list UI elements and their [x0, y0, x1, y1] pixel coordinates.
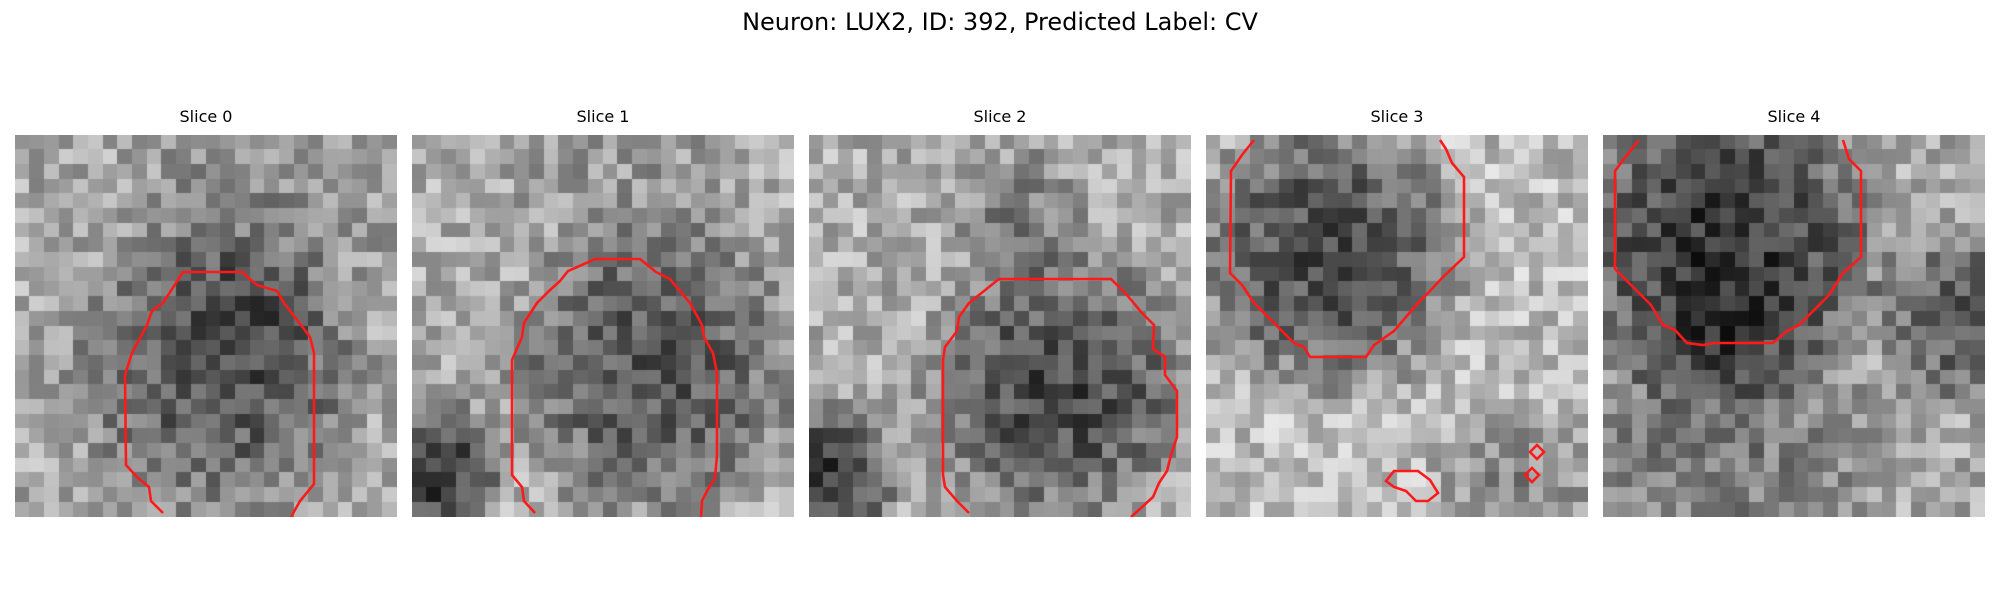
slice-panel-0: Slice 0 [15, 107, 397, 527]
slice-panel-3: Slice 3 [1206, 107, 1588, 527]
figure-title: Neuron: LUX2, ID: 392, Predicted Label: … [742, 8, 1258, 36]
slice-panel-1: Slice 1 [412, 107, 794, 527]
slice-title-4: Slice 4 [1767, 107, 1821, 126]
slice-image-3 [1206, 135, 1588, 517]
slice-title-2: Slice 2 [973, 107, 1027, 126]
slice-image-2 [809, 135, 1191, 517]
slice-title-1: Slice 1 [576, 107, 630, 126]
slice-panel-2: Slice 2 [809, 107, 1191, 527]
slice-image-1 [412, 135, 794, 517]
slice-title-0: Slice 0 [179, 107, 233, 126]
slice-image-4 [1603, 135, 1985, 517]
slice-title-3: Slice 3 [1370, 107, 1424, 126]
slice-image-0 [15, 135, 397, 517]
slice-panel-4: Slice 4 [1603, 107, 1985, 527]
